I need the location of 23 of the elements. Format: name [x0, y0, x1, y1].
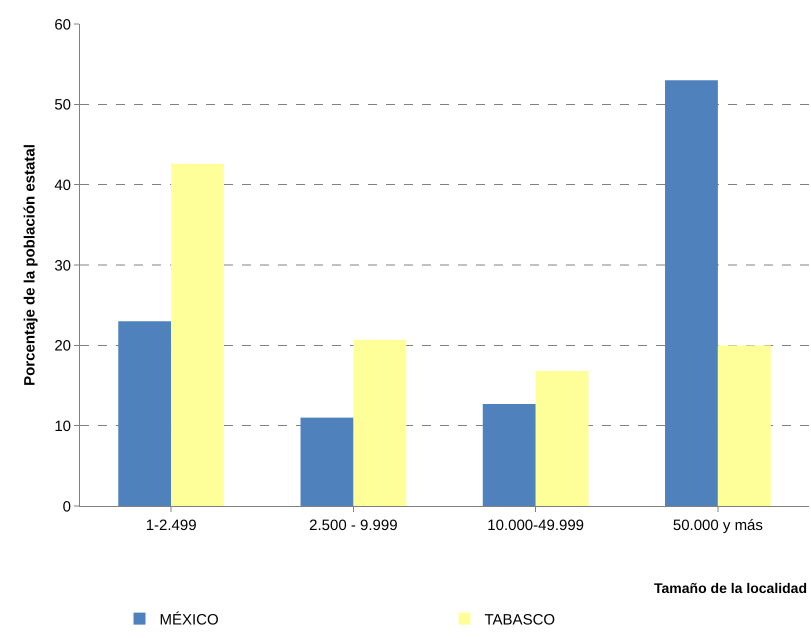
bar	[536, 371, 588, 506]
x-tick-label: 50.000 y más	[672, 517, 763, 534]
bar	[300, 418, 354, 506]
y-tick-label: 40	[54, 176, 71, 194]
x-axis-title: Tamaño de la localidad	[654, 580, 808, 596]
y-tick-label: 60	[54, 16, 71, 34]
y-tick-label: 50	[54, 96, 71, 114]
bar	[718, 345, 771, 506]
bar	[118, 321, 172, 506]
x-tick-label: 2.500 - 9.999	[309, 517, 398, 534]
y-tick-label: 30	[54, 257, 71, 274]
bar	[482, 404, 536, 506]
y-tick-label: 0	[62, 498, 71, 516]
y-tick-label: 10	[54, 418, 71, 435]
bar	[665, 80, 718, 506]
legend-label: TABASCO	[484, 612, 556, 628]
y-tick-label: 20	[54, 338, 71, 355]
x-tick-label: 1-2.499	[146, 517, 197, 534]
y-axis-title: Porcentaje de la población estatal	[22, 144, 39, 386]
x-tick-label: 10.000-49.999	[487, 517, 584, 534]
bar	[353, 340, 406, 506]
legend-label: MÉXICO	[160, 610, 219, 628]
bar	[171, 164, 224, 506]
